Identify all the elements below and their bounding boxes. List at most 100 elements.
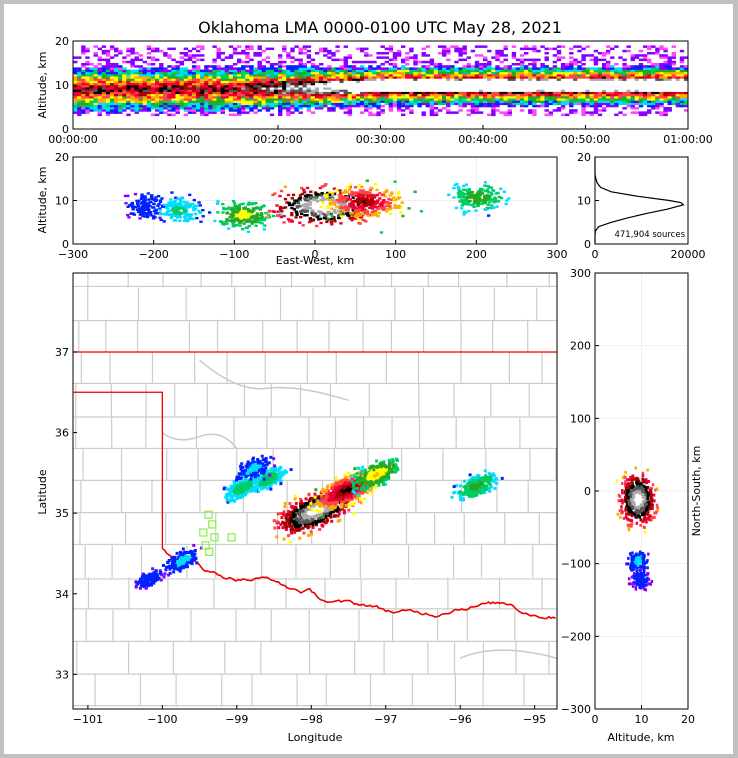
time-height-cell [204, 67, 209, 70]
time-height-cell [167, 107, 172, 110]
east-west-xlabel: East-West, km [276, 254, 354, 267]
time-height-cell [183, 67, 189, 70]
time-height-cell [278, 104, 283, 108]
time-height-cell [179, 80, 184, 84]
time-height-cell [483, 98, 488, 101]
time-height-cell [413, 89, 418, 92]
time-height-cell [290, 60, 295, 64]
east-west-cell [139, 212, 143, 216]
east-west-cell [327, 193, 331, 196]
time-height-cell [581, 102, 586, 106]
time-height-cell [556, 87, 562, 90]
east-west-cell [229, 208, 233, 211]
time-height-cell [532, 74, 537, 77]
time-height-cell [679, 49, 685, 53]
time-height-cell [331, 67, 336, 70]
time-height-cell [253, 98, 258, 101]
time-height-cell [150, 49, 156, 53]
time-height-cell [601, 71, 607, 75]
time-height-cell [187, 89, 193, 92]
time-height-cell [446, 102, 451, 106]
time-height-cell [257, 91, 262, 95]
time-height-cell [109, 80, 115, 84]
time-height-cell [200, 58, 205, 62]
east-west-cell [486, 197, 490, 200]
east-west-cell [368, 192, 372, 195]
time-height-cell [651, 93, 656, 97]
time-height-cell [425, 98, 430, 101]
time-height-cell [269, 74, 275, 77]
time-height-cell [216, 67, 221, 70]
time-height-cell [118, 93, 123, 97]
east-west-cell [475, 193, 479, 196]
east-west-cell [156, 194, 161, 198]
time-height-cell [278, 80, 283, 84]
time-height-cell [470, 49, 476, 53]
time-height-cell [253, 80, 258, 84]
time-height-cell [261, 107, 266, 110]
time-height-cell [319, 74, 324, 77]
time-height-cell [85, 82, 90, 86]
time-height-cell [97, 98, 102, 101]
time-height-cell [478, 63, 484, 66]
time-height-cell [450, 69, 455, 73]
time-height-cell [93, 76, 98, 79]
time-height-cell [552, 89, 558, 92]
time-height-cell [159, 76, 164, 79]
east-west-cell [358, 222, 362, 225]
time-height-cell [638, 74, 644, 77]
time-height-cell [191, 102, 197, 106]
time-height-cell [351, 82, 357, 86]
time-height-cell [634, 87, 640, 90]
time-height-cell [134, 87, 139, 90]
east-west-cell [187, 204, 192, 207]
time-height-cell [228, 96, 234, 99]
time-height-cell [306, 102, 312, 106]
time-height-cell [642, 58, 648, 62]
east-west-cell [251, 207, 255, 210]
time-height-cell [577, 87, 582, 90]
time-height-cell [93, 107, 98, 110]
time-height-cell [556, 80, 562, 84]
time-height-cell [114, 71, 119, 75]
time-height-cell [491, 71, 496, 75]
time-height-cell [425, 67, 430, 70]
time-height-cell [257, 52, 262, 55]
time-height-cell [437, 82, 443, 86]
time-height-cell [77, 76, 82, 79]
time-height-cell [655, 102, 660, 106]
time-height-cell [265, 98, 271, 101]
time-height-cell [355, 102, 361, 106]
time-height-cell [384, 52, 389, 55]
time-height-cell [331, 104, 336, 108]
time-height-cell [118, 78, 123, 81]
east-west-cell [175, 212, 179, 216]
east-west-cell [467, 209, 471, 213]
time-height-cell [589, 87, 594, 90]
time-height-cell [298, 111, 303, 114]
time-height-cell [388, 89, 394, 92]
time-height-cell [413, 56, 418, 59]
time-height-cell [581, 89, 586, 92]
time-height-cell [401, 60, 406, 64]
time-height-cell [626, 82, 631, 86]
time-height-cell [89, 104, 94, 108]
east-west-cell [339, 205, 343, 209]
east-west-cell [343, 205, 348, 209]
east-west-cell [458, 193, 462, 196]
time-height-cell [294, 87, 299, 90]
time-height-cell [634, 96, 640, 99]
time-height-cell [425, 102, 430, 106]
east-west-cell [389, 212, 393, 216]
time-height-cell [495, 93, 500, 97]
time-height-cell [85, 56, 90, 59]
time-height-cell [368, 98, 373, 101]
time-height-cell [421, 67, 426, 70]
time-height-cell [171, 107, 176, 110]
time-height-cell [331, 87, 336, 90]
east-west-cell [174, 206, 178, 209]
time-height-cell [524, 82, 529, 86]
time-height-cell [638, 104, 644, 108]
time-height-cell [159, 69, 164, 73]
east-west-cell [267, 216, 272, 219]
